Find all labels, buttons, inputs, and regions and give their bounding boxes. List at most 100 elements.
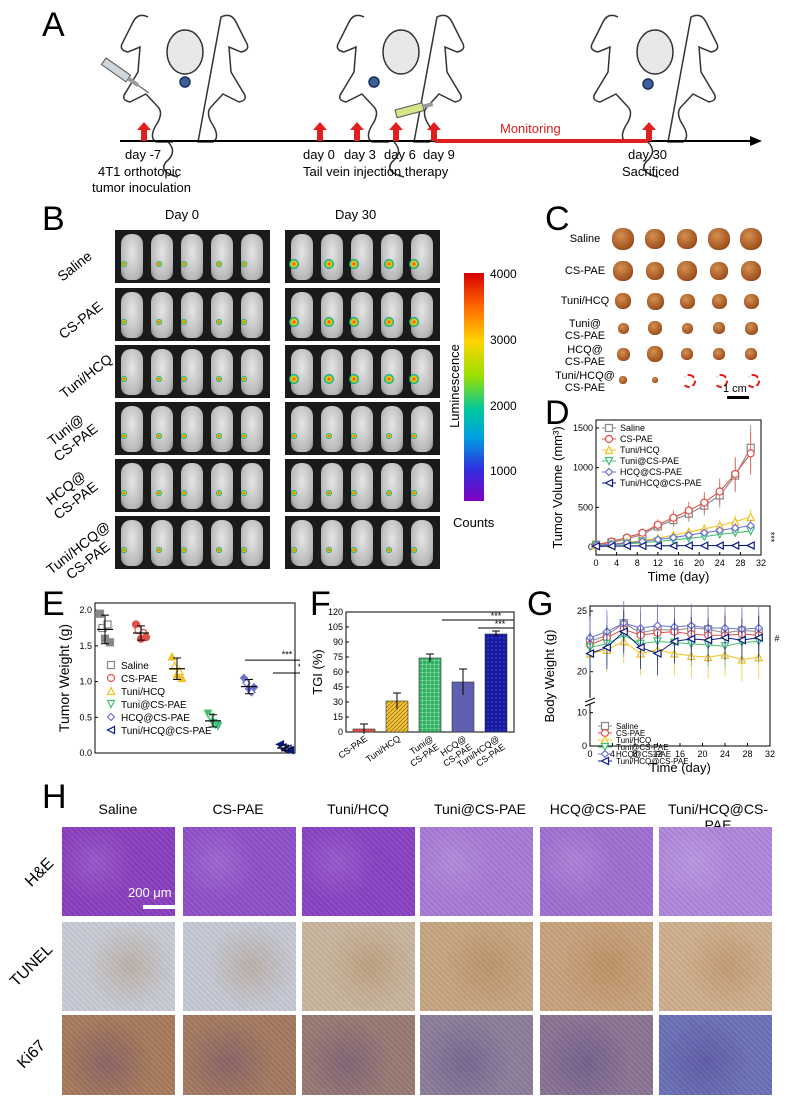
timeline-arrowhead [750,136,762,146]
colorbar-tick: 4000 [490,267,517,281]
luminescence-spot [291,490,297,496]
data-point [141,633,151,642]
ivis-image [115,402,270,455]
mouse-silhouette [241,463,263,509]
mouse-silhouette [411,292,433,338]
data-point [746,512,756,521]
legend-label: HCQ@CS-PAE [121,713,190,724]
legend-label: Saline [121,661,149,672]
luminescence-spot [351,490,357,496]
mouse-silhouette [351,406,373,452]
y-tick-label: 0 [588,542,593,552]
y-tick-label: 120 [328,607,343,617]
histology-column-header: HCQ@CS-PAE [549,801,647,817]
tumor-sample [613,261,633,281]
mouse-silhouette [241,349,263,395]
colorbar-tick: 1000 [490,464,517,478]
legend-label: Tuni/HCQ [620,445,660,455]
luminescence-spot [289,317,299,327]
histology-image [183,1015,296,1095]
luminescence-spot [411,433,417,439]
x-tick-label: 28 [735,558,745,568]
panel-h-letter: H [42,778,67,816]
mouse-silhouette [411,349,433,395]
luminescence-colorbar [464,273,484,501]
data-point [106,660,116,670]
row-label: Saline [54,248,95,285]
mouse-silhouette [181,406,203,452]
data-point [730,541,740,551]
luminescence-spot [289,259,299,269]
y-tick-label: 0 [338,727,343,737]
panel-b-letter: B [42,200,65,238]
tumor-absent-marker [714,374,728,388]
y-axis-label: Tumor Volume (mm³) [550,426,565,548]
legend-label: Saline [620,423,645,433]
y-tick-label: 0 [582,741,587,751]
data-point [737,635,746,645]
luminescence-spot [386,433,392,439]
tumor-absent-marker [746,374,760,388]
histology-image [540,922,653,1011]
mouse-illustration-3 [590,14,719,178]
sacrificed-label: Sacrificed [622,164,680,179]
luminescence-spot [241,376,247,382]
series-3 [203,709,223,731]
tumor-sample [612,228,634,250]
plot-frame [94,602,296,754]
tumor-row-label: Tuni/HCQ [555,295,615,307]
luminescence-spot [326,547,332,553]
series-5 [585,609,763,676]
mouse-silhouette [181,520,203,566]
data-point [699,528,709,538]
data-point [606,541,616,551]
bar [484,633,508,733]
luminescence-spot [181,376,187,382]
luminescence-spot [156,490,162,496]
x-axis-label: Time (day) [649,760,711,775]
data-point [600,742,610,752]
mouse-silhouette [411,406,433,452]
y-tick-label: 2.0 [79,605,92,615]
histology-image [659,922,772,1011]
mouse-silhouette [151,234,173,280]
data-point [106,686,116,696]
data-point [653,541,662,551]
mouse-silhouette [291,463,313,509]
series-0 [95,609,115,647]
data-point [170,661,179,670]
tumor-absent-marker [682,374,696,388]
histology-row-label: H&E [22,855,58,891]
tumor-sample [711,293,727,309]
mouse-silhouette [291,292,313,338]
row-label: Tuni@ CS-PAE [41,408,101,465]
x-tick-label: 12 [652,749,662,759]
data-point [699,541,709,551]
row-label: CS-PAE [55,298,105,342]
mouse-silhouette [291,520,313,566]
tumor-sample [616,347,630,361]
data-point [105,638,115,647]
tumor-row-label-line: CS-PAE [564,330,606,342]
legend-label: HCQ@CS-PAE [620,467,682,477]
x-tick-label: 16 [675,749,685,759]
tumor-sample [645,229,665,249]
mouse-silhouette [381,406,403,452]
mouse-silhouette [241,292,263,338]
x-tick-label: 32 [756,558,766,568]
data-point [213,721,223,731]
luminescence-spot [384,374,394,384]
row-label: Tuni/HCQ@ CS-PAE [43,518,123,590]
mouse-silhouette [181,463,203,509]
x-tick-label: Tuni/HCQ [364,733,402,764]
syringe-icon [394,102,434,119]
histology-column-header: CS-PAE [212,801,264,817]
luminescence-spot [411,547,417,553]
data-point [653,520,662,529]
data-point [703,635,713,645]
luminescence-spot [156,261,162,267]
data-point [622,541,632,551]
luminescence-spot [181,319,187,325]
luminescence-spot [384,259,394,269]
data-point [206,713,215,723]
